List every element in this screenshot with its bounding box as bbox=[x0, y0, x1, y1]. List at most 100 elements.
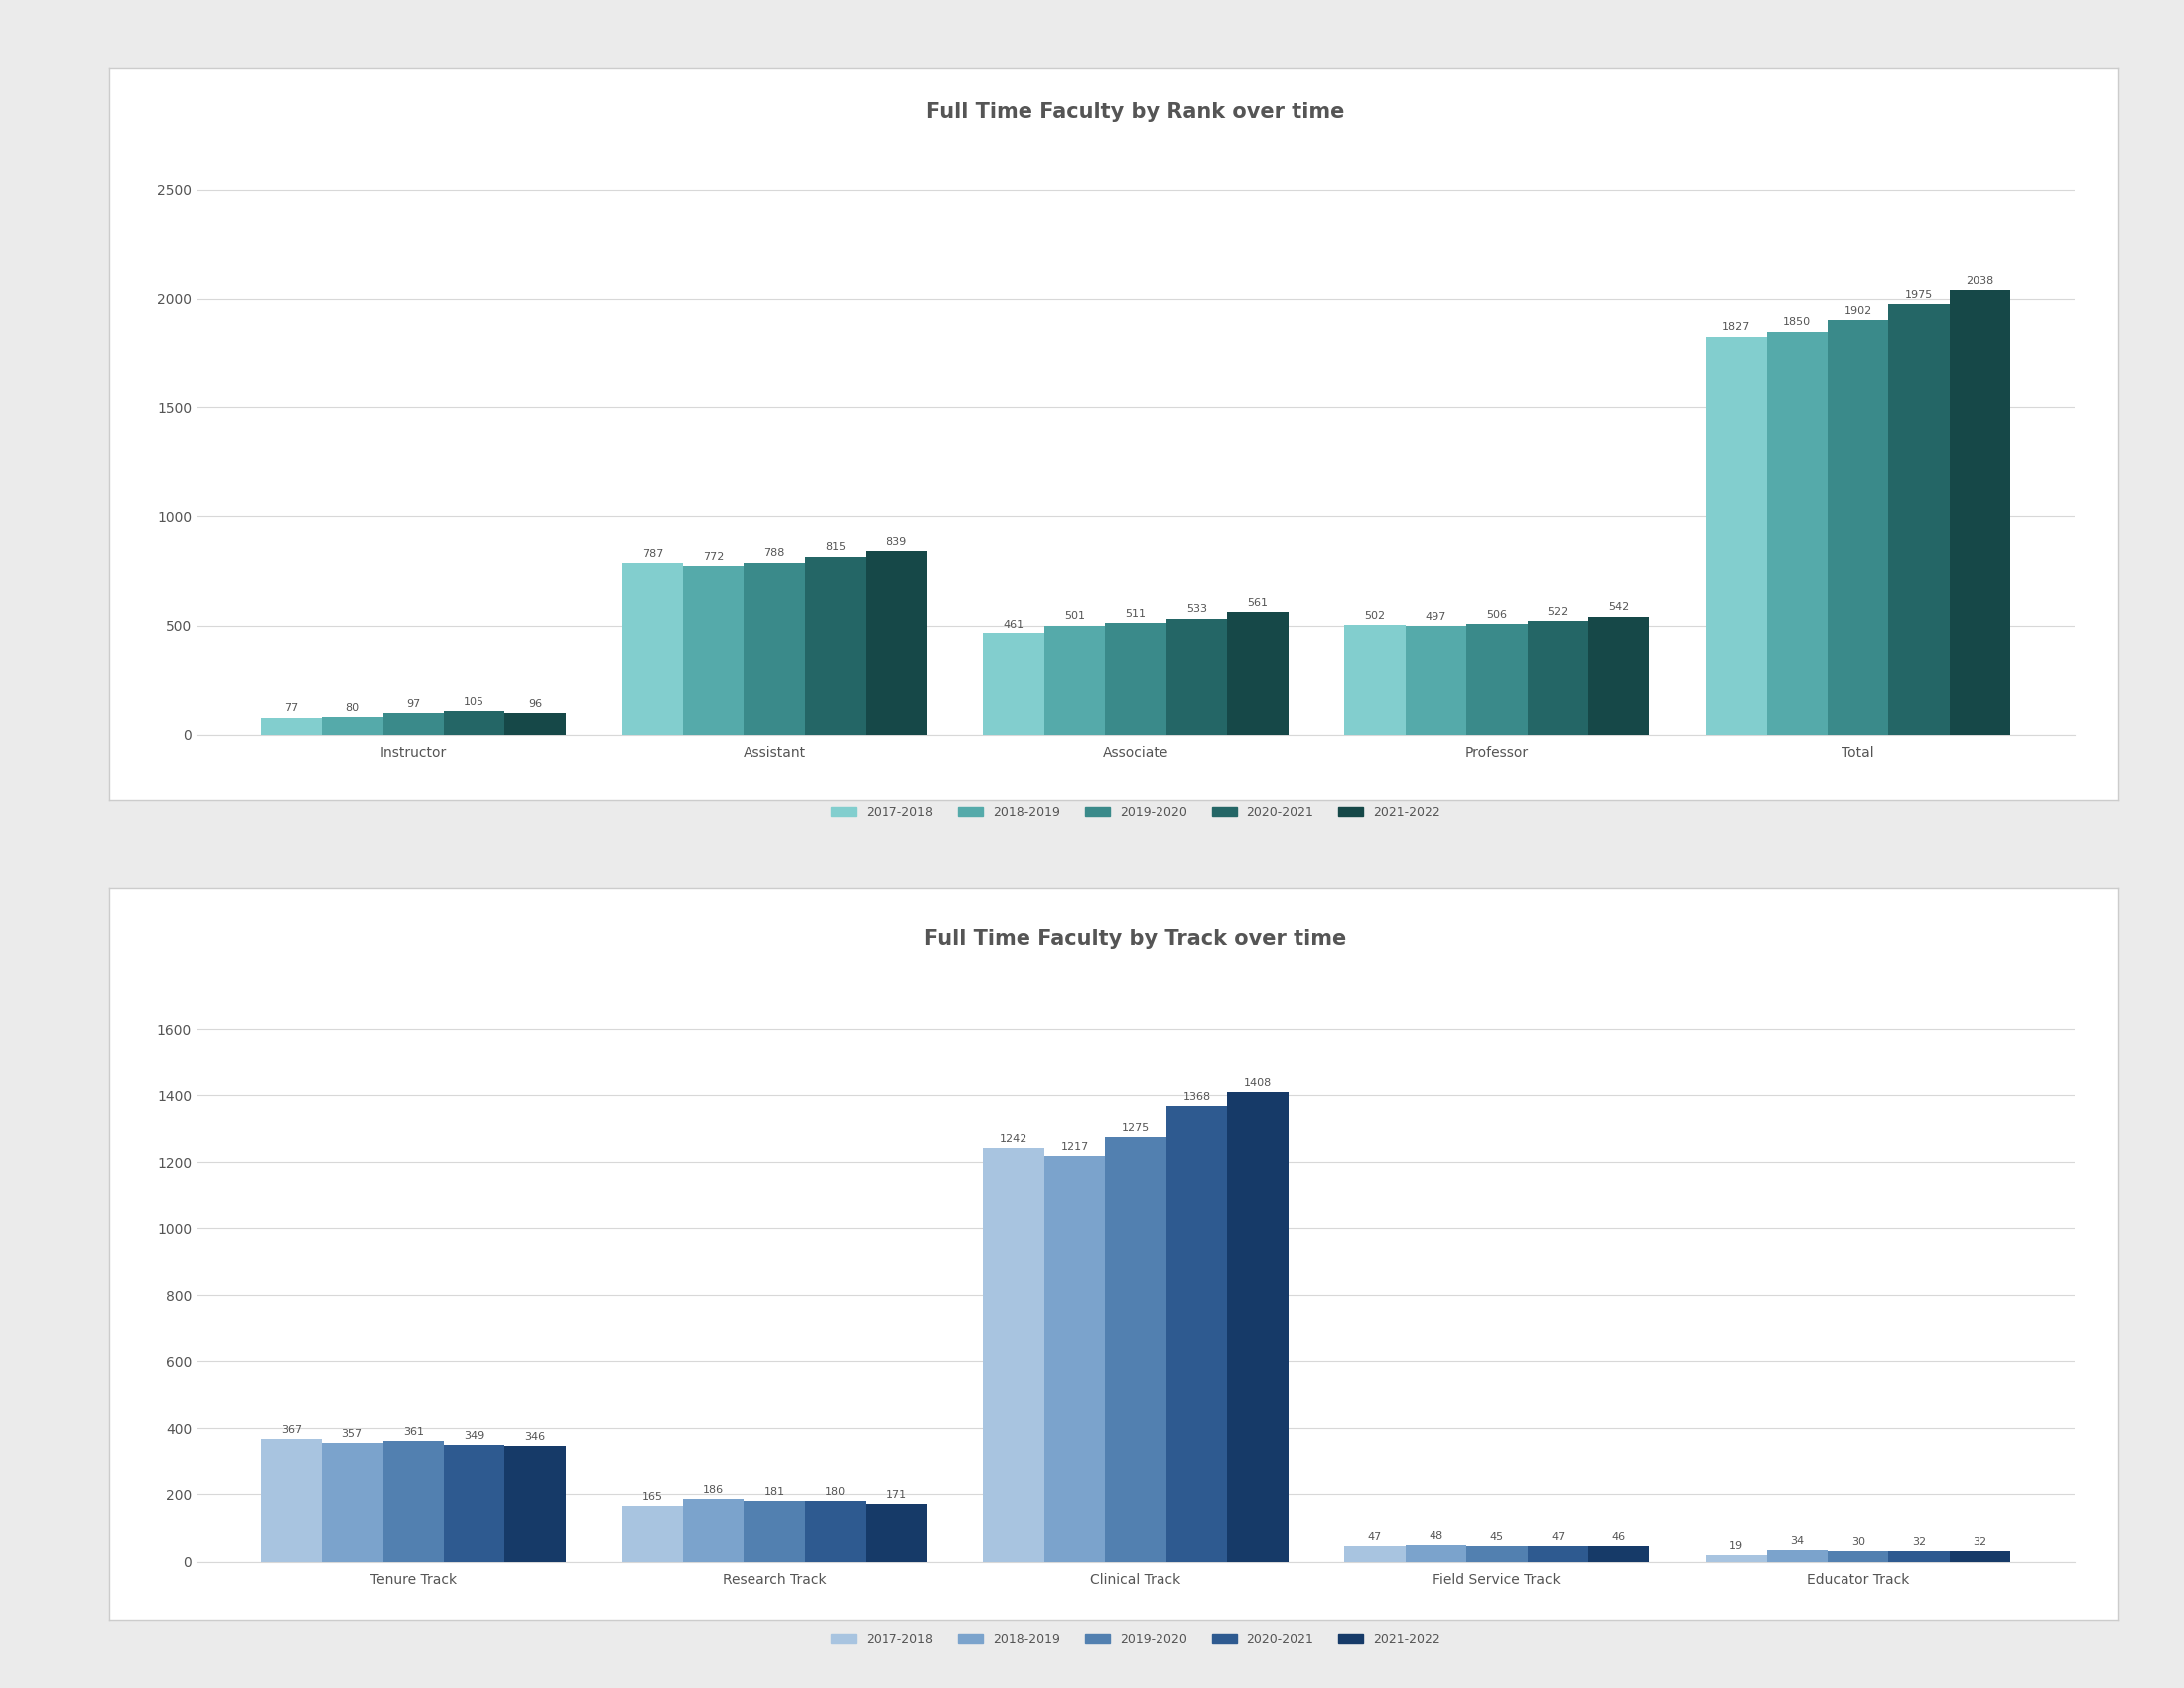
Bar bbox=[1767, 1550, 1828, 1561]
Text: 2038: 2038 bbox=[1966, 277, 1994, 285]
Text: 186: 186 bbox=[703, 1485, 723, 1496]
Text: 561: 561 bbox=[1247, 598, 1269, 608]
Text: 97: 97 bbox=[406, 699, 419, 709]
Bar bbox=[684, 1499, 745, 1561]
Text: 497: 497 bbox=[1426, 611, 1446, 621]
Bar bbox=[806, 1502, 865, 1561]
Text: 19: 19 bbox=[1730, 1541, 1743, 1551]
Bar bbox=[1828, 1551, 1889, 1561]
Bar bbox=[1227, 613, 1289, 734]
Text: 181: 181 bbox=[764, 1487, 784, 1497]
Text: 45: 45 bbox=[1489, 1533, 1505, 1543]
Text: 1217: 1217 bbox=[1061, 1143, 1088, 1151]
Text: 522: 522 bbox=[1546, 606, 1568, 616]
Bar bbox=[1527, 1546, 1588, 1561]
Text: 506: 506 bbox=[1487, 609, 1507, 619]
Text: 542: 542 bbox=[1607, 603, 1629, 613]
Bar bbox=[382, 1442, 443, 1561]
Text: 1275: 1275 bbox=[1123, 1123, 1149, 1133]
Bar bbox=[1105, 1138, 1166, 1561]
Bar bbox=[622, 562, 684, 734]
Bar bbox=[1465, 1546, 1527, 1561]
Bar bbox=[865, 552, 926, 734]
Bar bbox=[983, 1148, 1044, 1561]
Text: 32: 32 bbox=[1972, 1536, 1987, 1546]
Bar bbox=[505, 1447, 566, 1561]
Bar bbox=[684, 565, 745, 734]
Bar bbox=[745, 1501, 806, 1561]
Text: 788: 788 bbox=[764, 549, 784, 559]
Bar bbox=[983, 633, 1044, 734]
Bar bbox=[1406, 626, 1465, 734]
Text: 48: 48 bbox=[1428, 1531, 1444, 1541]
Text: 171: 171 bbox=[887, 1491, 906, 1501]
Bar bbox=[865, 1504, 926, 1561]
Legend: 2017-2018, 2018-2019, 2019-2020, 2020-2021, 2021-2022: 2017-2018, 2018-2019, 2019-2020, 2020-20… bbox=[826, 802, 1446, 824]
Bar bbox=[1588, 616, 1649, 734]
Bar bbox=[1166, 618, 1227, 734]
Bar bbox=[745, 562, 806, 734]
Text: 357: 357 bbox=[343, 1428, 363, 1438]
Bar bbox=[382, 712, 443, 734]
Bar bbox=[1828, 319, 1889, 734]
Bar bbox=[1227, 1092, 1289, 1561]
Text: 77: 77 bbox=[284, 704, 299, 714]
Bar bbox=[1706, 1555, 1767, 1561]
Bar bbox=[806, 557, 865, 734]
Bar bbox=[1889, 304, 1950, 734]
Text: 180: 180 bbox=[826, 1487, 845, 1497]
Bar bbox=[443, 711, 505, 734]
Text: 772: 772 bbox=[703, 552, 725, 562]
Text: 80: 80 bbox=[345, 702, 360, 712]
Text: 96: 96 bbox=[529, 699, 542, 709]
Bar bbox=[505, 714, 566, 734]
Text: 501: 501 bbox=[1064, 611, 1085, 621]
Text: 165: 165 bbox=[642, 1492, 664, 1502]
Bar bbox=[1044, 1156, 1105, 1561]
Bar bbox=[1345, 1546, 1406, 1561]
Bar bbox=[260, 1440, 321, 1561]
Text: 1408: 1408 bbox=[1243, 1079, 1271, 1089]
Text: 46: 46 bbox=[1612, 1533, 1625, 1541]
Text: 461: 461 bbox=[1002, 619, 1024, 630]
Bar bbox=[321, 717, 382, 734]
Text: 361: 361 bbox=[402, 1426, 424, 1436]
Bar bbox=[1044, 625, 1105, 734]
Title: Full Time Faculty by Rank over time: Full Time Faculty by Rank over time bbox=[926, 103, 1345, 123]
Bar bbox=[1465, 625, 1527, 734]
Text: 787: 787 bbox=[642, 549, 664, 559]
Bar bbox=[321, 1443, 382, 1561]
Text: 1850: 1850 bbox=[1782, 317, 1811, 327]
Text: 34: 34 bbox=[1791, 1536, 1804, 1546]
Text: 1242: 1242 bbox=[1000, 1134, 1029, 1144]
Text: 502: 502 bbox=[1365, 611, 1385, 621]
Bar bbox=[1950, 1551, 2011, 1561]
Text: 815: 815 bbox=[826, 542, 845, 552]
Text: 30: 30 bbox=[1852, 1538, 1865, 1548]
Bar bbox=[443, 1445, 505, 1561]
Bar bbox=[622, 1506, 684, 1561]
Bar bbox=[1166, 1106, 1227, 1561]
Text: 32: 32 bbox=[1911, 1536, 1926, 1546]
Text: 511: 511 bbox=[1125, 609, 1147, 619]
Bar bbox=[1406, 1546, 1465, 1561]
Bar bbox=[260, 717, 321, 734]
Text: 349: 349 bbox=[463, 1431, 485, 1442]
Text: 367: 367 bbox=[282, 1425, 301, 1435]
Text: 47: 47 bbox=[1551, 1531, 1566, 1541]
Bar bbox=[1527, 621, 1588, 734]
Text: 105: 105 bbox=[463, 697, 485, 707]
Text: 839: 839 bbox=[887, 537, 906, 547]
Title: Full Time Faculty by Track over time: Full Time Faculty by Track over time bbox=[924, 930, 1348, 950]
Text: 1975: 1975 bbox=[1904, 290, 1933, 300]
Bar bbox=[1889, 1551, 1950, 1561]
Text: 47: 47 bbox=[1367, 1531, 1382, 1541]
Legend: 2017-2018, 2018-2019, 2019-2020, 2020-2021, 2021-2022: 2017-2018, 2018-2019, 2019-2020, 2020-20… bbox=[826, 1629, 1446, 1651]
Bar bbox=[1588, 1546, 1649, 1561]
Text: 533: 533 bbox=[1186, 604, 1208, 614]
Text: 1827: 1827 bbox=[1721, 322, 1749, 333]
Bar bbox=[1345, 625, 1406, 734]
Bar bbox=[1105, 623, 1166, 734]
Text: 346: 346 bbox=[524, 1431, 546, 1442]
Bar bbox=[1706, 336, 1767, 734]
